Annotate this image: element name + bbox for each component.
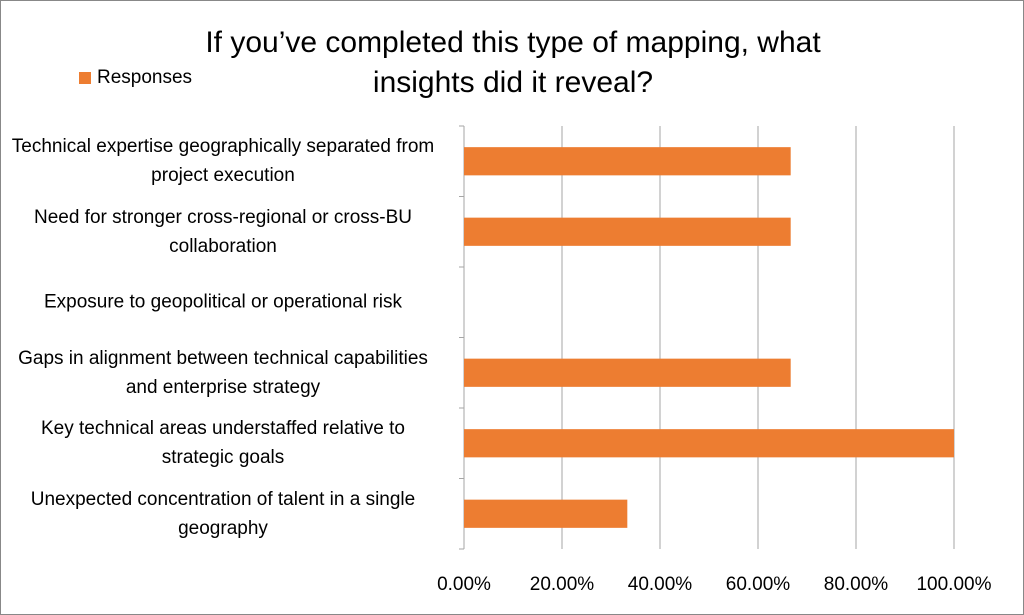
y-tick-label: Gaps in alignment between technical capa…	[18, 347, 428, 398]
bar	[464, 429, 954, 458]
y-tick-label: Need for stronger cross-regional or cros…	[33, 206, 413, 257]
x-tick-label: 60.00%	[725, 574, 791, 595]
bar	[464, 358, 791, 387]
x-tick-label: 20.00%	[529, 574, 595, 595]
bar	[464, 147, 791, 176]
x-tick-label: 100.00%	[916, 574, 992, 595]
x-tick-label: 0.00%	[437, 574, 491, 595]
legend-swatch	[79, 72, 91, 84]
y-tick-label: Key technical areas understaffed relativ…	[40, 418, 406, 469]
y-tick-label: Exposure to geopolitical or operational …	[43, 291, 403, 313]
bar	[464, 217, 791, 246]
chart-title: If you’ve completed this type of mapping…	[205, 26, 821, 99]
y-tick-label: Technical expertise geographically separ…	[11, 136, 435, 187]
y-tick-label: Unexpected concentration of talent in a …	[30, 488, 416, 539]
bar	[464, 499, 628, 528]
x-tick-label: 80.00%	[823, 574, 889, 595]
x-tick-label: 40.00%	[627, 574, 693, 595]
legend-label: Responses	[97, 67, 193, 88]
